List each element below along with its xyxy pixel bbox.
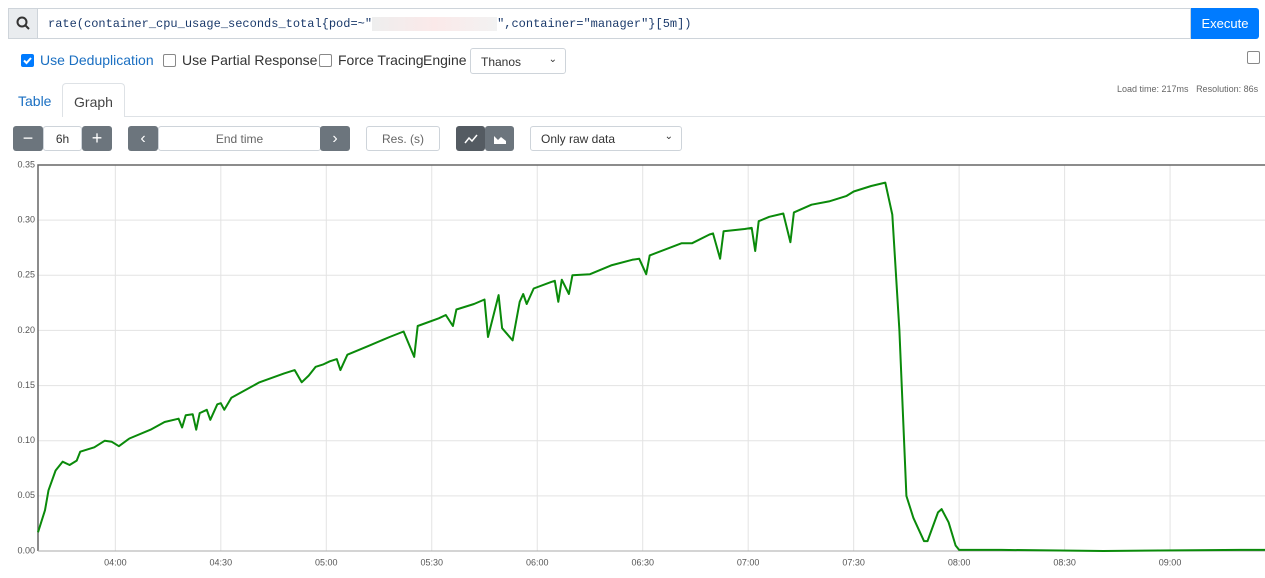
- tab-border: [125, 116, 1265, 117]
- x-tick-label: 05:30: [420, 557, 443, 567]
- select-value: Thanos: [481, 55, 522, 69]
- resolution-input[interactable]: Res. (s): [366, 126, 440, 151]
- option-label[interactable]: Use Partial Response: [182, 52, 318, 68]
- option-label[interactable]: Force Tracing: [338, 52, 424, 68]
- x-tick-label: 05:00: [315, 557, 338, 567]
- lines-button[interactable]: [456, 126, 485, 151]
- checkbox[interactable]: [1247, 51, 1260, 64]
- x-tick-label: 08:30: [1053, 557, 1076, 567]
- x-tick-label: 07:00: [737, 557, 760, 567]
- y-tick-label: 0.15: [17, 380, 35, 390]
- tab-active[interactable]: Graph: [62, 83, 125, 117]
- stats: Load time: 217ms Resolution: 86s: [1117, 84, 1258, 94]
- stacked-button[interactable]: [485, 126, 514, 151]
- option-label[interactable]: Use Deduplication: [40, 52, 154, 68]
- engine-select[interactable]: Thanos ⌄: [470, 48, 566, 74]
- y-tick-label: 0.30: [17, 215, 35, 225]
- forward[interactable]: ›: [320, 126, 350, 151]
- check: [23, 57, 32, 65]
- icon: [463, 134, 478, 143]
- x-tick-label: 09:00: [1159, 557, 1182, 567]
- checkbox-checked[interactable]: [21, 54, 34, 67]
- y-tick-label: 0.00: [17, 545, 35, 555]
- x-tick-label: 07:30: [842, 557, 865, 567]
- range-input[interactable]: 6h: [43, 126, 82, 151]
- back[interactable]: ‹: [128, 126, 158, 151]
- y-tick-label: 0.20: [17, 325, 35, 335]
- query-text: ",container="manager"}[5m]): [497, 16, 692, 31]
- icon: [16, 16, 30, 30]
- tab[interactable]: Table: [18, 93, 52, 109]
- x-tick-label: 04:00: [104, 557, 127, 567]
- redaction: [372, 16, 498, 31]
- search-icon: [8, 8, 38, 39]
- mode-select[interactable]: Only raw data ⌄: [530, 126, 682, 151]
- series-line: [37, 181, 1265, 552]
- y-tick-label: 0.35: [17, 159, 35, 169]
- query-text: rate(container_cpu_usage_seconds_total{p…: [48, 16, 373, 31]
- query-input[interactable]: rate(container_cpu_usage_seconds_total{p…: [37, 8, 1191, 39]
- chart: 0.00 0.05 0.10 0.15 0.20 0.25 0.30 0.35 04:00 04:…: [17, 159, 1265, 567]
- x-tick-label: 06:30: [631, 557, 654, 567]
- y-tick-label: 0.25: [17, 270, 35, 280]
- plot-frame: [37, 164, 1265, 551]
- end-time[interactable]: End time: [158, 126, 321, 151]
- execute-button[interactable]: Execute: [1191, 8, 1259, 39]
- x-tick-label: 06:00: [526, 557, 549, 567]
- increase-range[interactable]: +: [82, 126, 112, 151]
- icon: [493, 135, 506, 144]
- x-tick-label: 04:30: [210, 557, 233, 567]
- resolution: Resolution: 86s: [1196, 84, 1259, 94]
- load-time: Load time: 217ms: [1117, 84, 1189, 94]
- checkbox[interactable]: [319, 54, 332, 67]
- checkbox[interactable]: [163, 54, 176, 67]
- x-tick-label: 08:00: [948, 557, 971, 567]
- engine-label: Engine: [423, 52, 467, 68]
- y-tick-label: 0.10: [17, 435, 35, 445]
- y-tick-label: 0.05: [17, 490, 35, 500]
- decrease-range[interactable]: −: [13, 126, 43, 151]
- select-value: Only raw data: [541, 132, 616, 146]
